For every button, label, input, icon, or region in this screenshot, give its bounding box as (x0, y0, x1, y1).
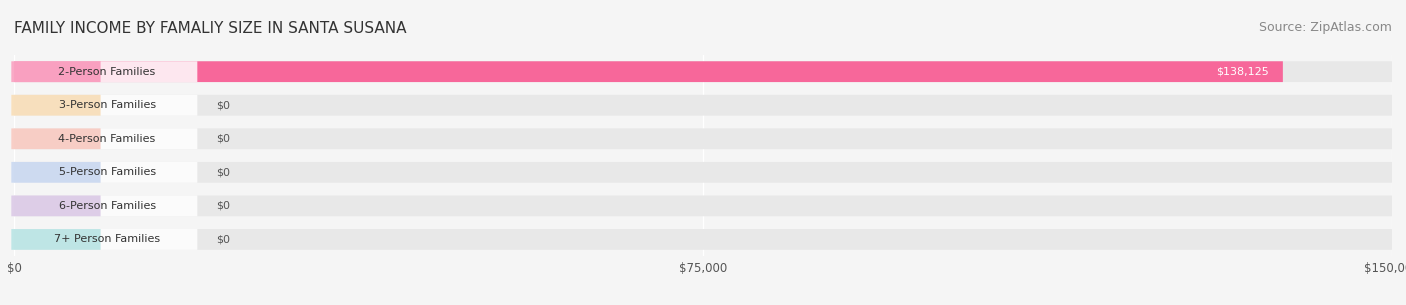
FancyBboxPatch shape (14, 196, 1392, 216)
Text: $138,125: $138,125 (1216, 67, 1270, 77)
Text: $0: $0 (217, 134, 231, 144)
Text: 4-Person Families: 4-Person Families (59, 134, 156, 144)
Text: $0: $0 (217, 167, 231, 177)
FancyBboxPatch shape (11, 196, 197, 216)
FancyBboxPatch shape (14, 61, 1392, 82)
FancyBboxPatch shape (14, 128, 1392, 149)
FancyBboxPatch shape (11, 196, 101, 216)
FancyBboxPatch shape (11, 162, 197, 183)
Text: $0: $0 (217, 235, 231, 244)
Text: 2-Person Families: 2-Person Families (59, 67, 156, 77)
FancyBboxPatch shape (11, 95, 197, 116)
Text: $0: $0 (217, 201, 231, 211)
FancyBboxPatch shape (14, 95, 1392, 116)
Text: 3-Person Families: 3-Person Families (59, 100, 156, 110)
Text: 6-Person Families: 6-Person Families (59, 201, 156, 211)
FancyBboxPatch shape (11, 61, 197, 82)
Text: 5-Person Families: 5-Person Families (59, 167, 156, 177)
FancyBboxPatch shape (14, 229, 1392, 250)
Text: Source: ZipAtlas.com: Source: ZipAtlas.com (1258, 21, 1392, 34)
FancyBboxPatch shape (11, 128, 197, 149)
FancyBboxPatch shape (14, 162, 1392, 183)
Text: 7+ Person Families: 7+ Person Families (53, 235, 160, 244)
FancyBboxPatch shape (11, 229, 101, 250)
FancyBboxPatch shape (11, 229, 197, 250)
FancyBboxPatch shape (11, 61, 101, 82)
Text: $0: $0 (217, 100, 231, 110)
Text: FAMILY INCOME BY FAMALIY SIZE IN SANTA SUSANA: FAMILY INCOME BY FAMALIY SIZE IN SANTA S… (14, 21, 406, 36)
FancyBboxPatch shape (11, 128, 101, 149)
FancyBboxPatch shape (11, 95, 101, 116)
FancyBboxPatch shape (14, 61, 1282, 82)
FancyBboxPatch shape (11, 162, 101, 183)
